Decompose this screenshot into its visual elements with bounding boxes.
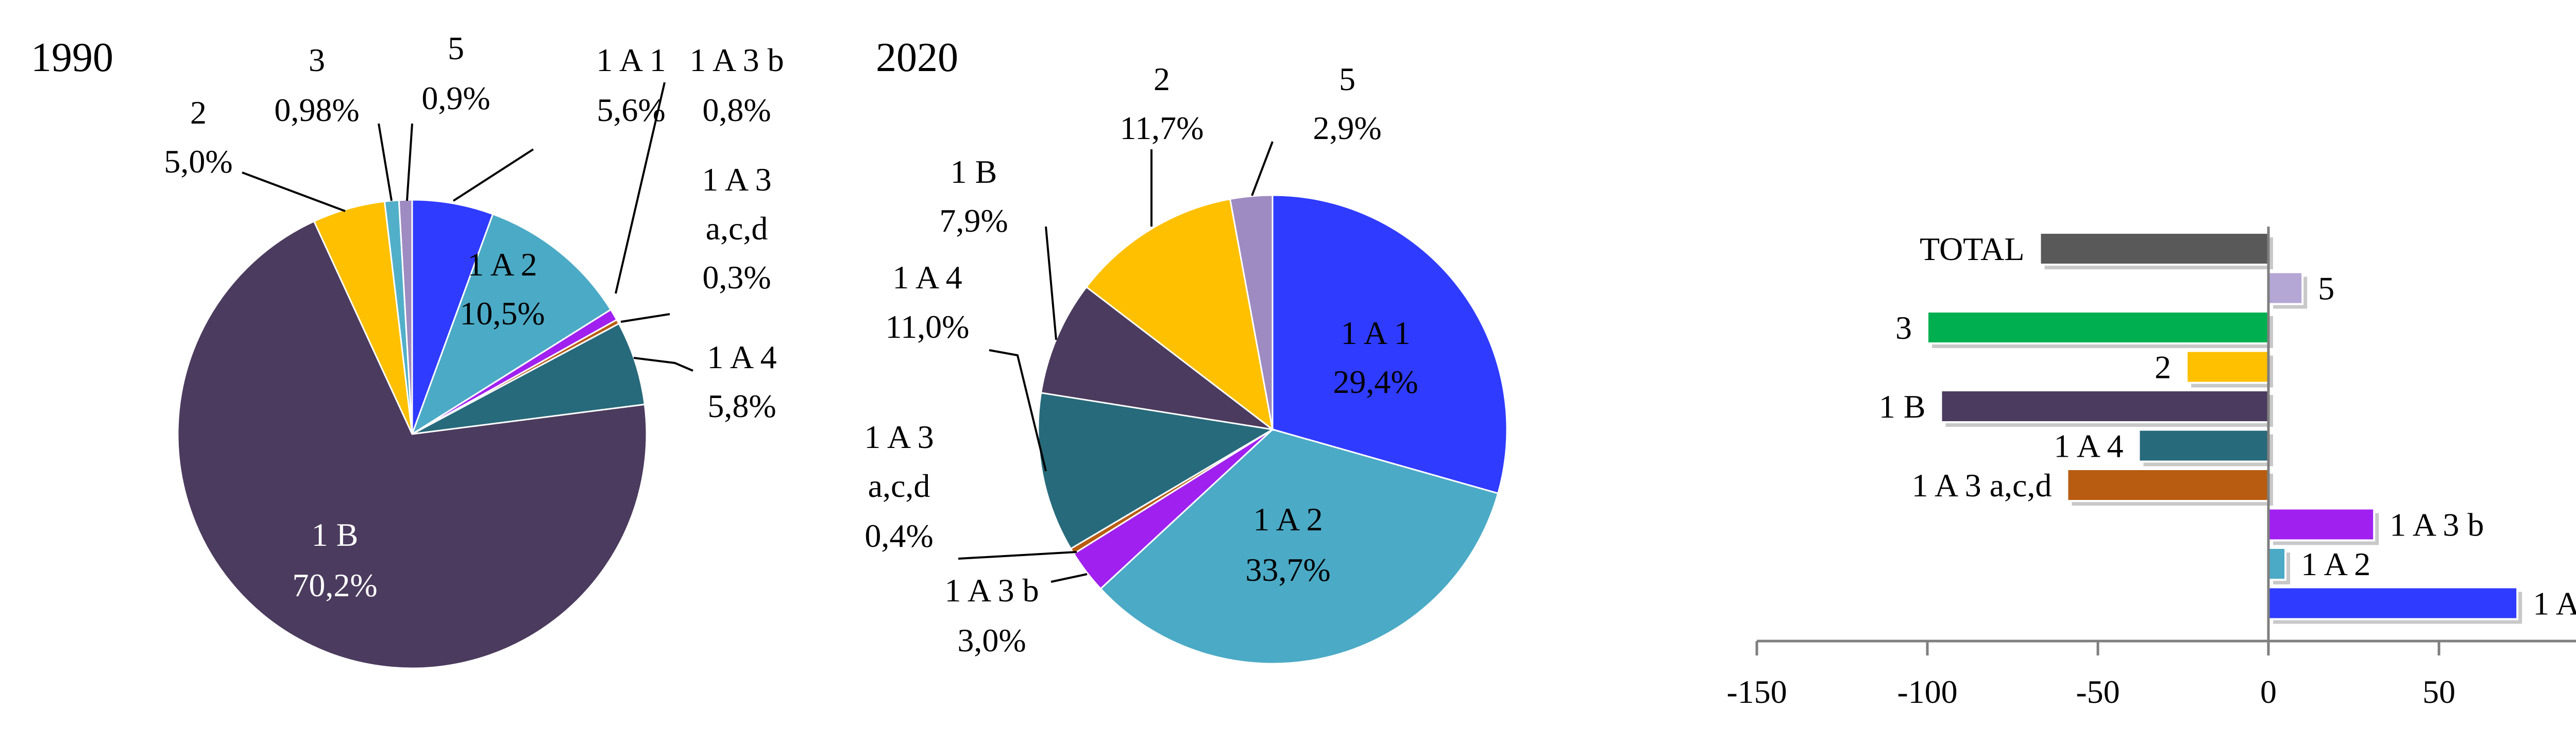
pie-1990-value-1-a-4: 5,8% (707, 388, 776, 424)
pie-1990-leader-2 (242, 171, 346, 212)
bar-x-tick-label: 50 (2422, 673, 2455, 710)
pie-1990-title: 1990 (31, 35, 113, 80)
pie-1990-value-3: 0,98% (274, 92, 359, 128)
pie-1990-slice-1-b (177, 220, 648, 669)
pie-1990-slice-2 (313, 200, 413, 435)
pie-1990-leader-3 (378, 123, 393, 201)
pie-2020-slice-1-a-1 (1272, 194, 1508, 495)
pie-2020-leader-5 (1251, 141, 1274, 196)
pie-1990-value-1-a-3-b: 0,8% (702, 92, 771, 128)
bar-label-5: 5 (2318, 270, 2334, 307)
pie-1990-label-1-a-2: 1 A 2 (467, 246, 537, 283)
bar-1-a-3-b (2267, 507, 2376, 542)
pie-2020-label-1-a-1: 1 A 1 (1341, 315, 1410, 351)
bar-label-1-a-2: 1 A 2 (2301, 546, 2370, 582)
pie-1990-label-1-a-4: 1 A 4 (707, 339, 776, 375)
bar-label-1-a-4: 1 A 4 (2054, 428, 2123, 464)
pie-2020-leader-1-b (1045, 226, 1057, 340)
pie-1990-label-1-a-3-a-c-d: 1 A 3 (702, 161, 771, 198)
pie-2020-leader-1-a-3-a-c-d (958, 551, 1077, 560)
pie-2020-slice-1-a-4 (1037, 392, 1275, 550)
bar-label-2: 2 (2155, 349, 2171, 386)
bar-1-a-1 (2267, 586, 2519, 620)
bar-label-1-a-3-a-c-d: 1 A 3 a,c,d (1911, 467, 2052, 504)
pie-1990-slice-5 (398, 199, 413, 435)
bar-label-total: TOTAL (1920, 231, 2024, 267)
bar-x-tick-label: -100 (1897, 673, 1957, 710)
pie-2020-slice-2 (1085, 198, 1274, 431)
pie-chart-1990: 1990 1 A 1 5,6% 1 A 2 10,5% 1 A 3 b 0,8% 1 A 3 a… (31, 30, 784, 669)
pie-1990-leader-5 (406, 123, 413, 201)
bar-label-1-a-3-b: 1 A 3 b (2389, 507, 2484, 543)
pie-2020-label-1-a-4: 1 A 4 (892, 259, 962, 296)
pie-2020-value-1-a-4: 11,0% (886, 308, 970, 345)
bar-x-tick-label: 0 (2260, 673, 2277, 710)
pie-1990-value-1-a-3-a-c-d: 0,3% (702, 259, 771, 296)
pie-2020-value-2: 11,7% (1120, 110, 1204, 146)
pie-1990-label-1-a-3-b: 1 A 3 b (689, 42, 784, 78)
bar-x-tick-label: -50 (2076, 673, 2120, 710)
bar-3 (1926, 310, 2269, 344)
pie-1990-leader-1-a-3-b (615, 82, 666, 294)
pie-2020-slice-5 (1229, 194, 1274, 430)
pie-2020-value-1-b: 7,9% (939, 202, 1008, 239)
bar-label-1-a-1: 1 A 1 (2533, 585, 2576, 622)
bar-5 (2267, 271, 2304, 305)
bar-1-a-3-a-c-d (2066, 468, 2269, 502)
pie-2020-value-1-a-3-a-c-d: 0,4% (865, 517, 933, 554)
pie-1990-label-1-a-3-a-c-d: a,c,d (706, 210, 768, 247)
pie-2020-value-1-a-1: 29,4% (1333, 364, 1418, 400)
bar-label-1-b: 1 B (1879, 388, 1926, 425)
bar-2 (2185, 350, 2270, 384)
pie-1990-label-2: 2 (190, 94, 207, 131)
pie-2020-leader-1-a-3-b (1050, 573, 1088, 583)
pie-2020-value-1-a-3-b: 3,0% (957, 622, 1026, 659)
pie-2020-value-1-a-2: 33,7% (1245, 551, 1330, 588)
pie-1990-value-2: 5,0% (164, 143, 232, 180)
pie-1990-value-1-a-1: 5,6% (597, 92, 665, 128)
pie-2020-label-2: 2 (1154, 61, 1170, 97)
pie-2020-value-5: 2,9% (1313, 110, 1381, 146)
pie-chart-2020: 2020 1 A 1 29,4% 1 A 2 33,7% 1 A 3 b 3,0% 1 A 3… (864, 35, 1508, 665)
pie-1990-leader-1-a-3-a-c-d (620, 313, 670, 323)
bar-chart-change: TOTAL 5 3 2 1 B 1 A 41 A 3 a,c,d 1 A 3 b 1 A 2 1… (1726, 227, 2576, 710)
pie-1990-value-1-a-2: 10,5% (460, 295, 545, 332)
pie-1990-label-1-b: 1 B (312, 516, 359, 553)
bar-total (2039, 232, 2269, 266)
bar-1-b (1940, 389, 2269, 423)
pie-1990-label-5: 5 (448, 30, 464, 66)
bar-1-a-4 (2138, 428, 2269, 463)
pie-1990-leader-1-a-4 (633, 357, 693, 372)
pie-2020-label-1-a-3-a-c-d: a,c,d (868, 468, 930, 504)
bar-label-3: 3 (1895, 309, 1912, 346)
pie-2020-label-5: 5 (1339, 61, 1355, 97)
pie-2020-label-1-a-2: 1 A 2 (1253, 501, 1323, 538)
pie-2020-title: 2020 (876, 35, 958, 80)
pie-2020-slice-1-b (1040, 286, 1273, 430)
pie-1990-slice-1-a-2 (411, 213, 612, 436)
pie-1990-slice-1-a-1 (411, 199, 494, 435)
pie-2020-slice-1-a-2 (1099, 428, 1499, 665)
pie-2020-label-1-b: 1 B (951, 153, 997, 190)
pie-2020-label-1-a-3-b: 1 A 3 b (944, 572, 1039, 609)
bar-1-a-2 (2267, 547, 2287, 581)
pie-1990-slice-1-a-4 (412, 322, 646, 435)
pie-1990-leader-1-a-1 (452, 148, 534, 202)
bar-x-tick-label: -150 (1726, 673, 1787, 710)
pie-1990-value-5: 0,9% (421, 80, 490, 116)
pie-1990-label-1-a-1: 1 A 1 (596, 42, 666, 78)
pie-2020-leader-1-a-4 (989, 349, 1047, 472)
pie-2020-label-1-a-3-a-c-d: 1 A 3 (864, 419, 934, 455)
pie-1990-value-1-b: 70,2% (292, 567, 377, 603)
pie-1990-label-3: 3 (309, 42, 325, 78)
